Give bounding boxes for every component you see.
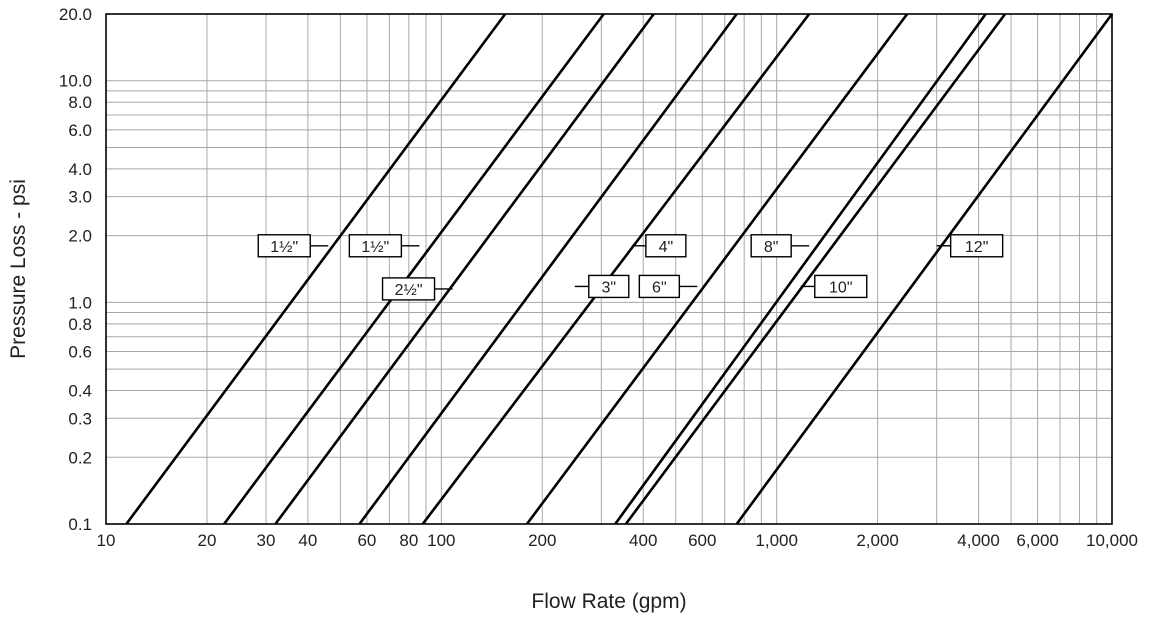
series-lines — [125, 13, 1114, 525]
x-tick-label: 10 — [97, 531, 116, 550]
plot-frame — [105, 13, 1113, 525]
x-tick-label: 10,000 — [1086, 531, 1138, 550]
x-tick-label: 400 — [629, 531, 657, 550]
y-tick-label: 0.3 — [68, 409, 92, 428]
y-tick-label: 4.0 — [68, 160, 92, 179]
x-tick-label: 2,000 — [856, 531, 899, 550]
y-tick-label: 0.8 — [68, 315, 92, 334]
series-line — [525, 13, 909, 525]
label-box — [814, 274, 868, 299]
y-tick-label: 0.2 — [68, 448, 92, 467]
series-line — [614, 13, 987, 525]
y-tick-label: 20.0 — [59, 5, 92, 24]
series-label-text: 2½" — [395, 282, 423, 299]
x-tick-label: 1,000 — [755, 531, 798, 550]
x-tick-label: 100 — [427, 531, 455, 550]
label-box — [381, 277, 436, 301]
series-label: 8" — [750, 234, 810, 258]
series-labels: 1½" 1½" 2½" 3" 4" 6" 8" 10" 12" — [257, 234, 1004, 301]
x-tick-label: 60 — [357, 531, 376, 550]
label-box — [638, 274, 681, 299]
series-label-text: 1½" — [270, 239, 298, 256]
series-label-text: 12" — [965, 239, 988, 256]
y-tick-label: 0.4 — [68, 382, 92, 401]
series-label-text: 6" — [652, 279, 667, 296]
series-label: 4" — [631, 234, 687, 258]
series-label: 1½" — [348, 234, 420, 258]
series-label: 1½" — [257, 234, 329, 258]
series-label-text: 8" — [764, 239, 779, 256]
y-axis-title: Pressure Loss - psi — [7, 179, 30, 359]
series-line — [223, 13, 605, 525]
series-line — [624, 13, 1007, 525]
label-box — [348, 234, 403, 258]
series-label-text: 4" — [659, 239, 674, 256]
y-tick-label: 8.0 — [68, 93, 92, 112]
label-box — [588, 274, 630, 299]
y-tick-label: 10.0 — [59, 72, 92, 91]
series-label-text: 1½" — [361, 239, 389, 256]
x-tick-label: 4,000 — [957, 531, 1000, 550]
label-box — [257, 234, 311, 258]
grid-lines — [105, 13, 1113, 525]
x-tick-label: 40 — [298, 531, 317, 550]
y-tick-label: 0.1 — [68, 515, 92, 534]
y-tick-labels: 0.1 0.2 0.3 0.4 0.6 0.8 1.0 2.0 3.0 4.0 6.0 8.0 10.0… — [59, 5, 92, 534]
series-line — [274, 13, 655, 525]
series-label-text: 10" — [829, 279, 852, 296]
series-label: 12" — [936, 234, 1004, 258]
series-label: 10" — [800, 274, 868, 299]
label-box — [949, 234, 1004, 258]
x-tick-label: 30 — [257, 531, 276, 550]
x-tick-labels: 10 20 30 40 60 80 100 200 400 600 1,000 2,000 4,000 6… — [97, 531, 1138, 550]
series-label: 6" — [638, 274, 698, 299]
series-label: 2½" — [381, 277, 453, 301]
x-tick-label: 600 — [688, 531, 716, 550]
x-tick-label: 200 — [528, 531, 556, 550]
series-line — [735, 13, 1114, 525]
y-tick-label: 2.0 — [68, 227, 92, 246]
x-tick-label: 80 — [399, 531, 418, 550]
y-tick-label: 0.6 — [68, 343, 92, 362]
y-tick-label: 3.0 — [68, 188, 92, 207]
x-tick-label: 20 — [197, 531, 216, 550]
label-box — [750, 234, 792, 258]
y-tick-label: 1.0 — [68, 293, 92, 312]
series-line — [358, 13, 738, 525]
x-tick-label: 6,000 — [1016, 531, 1059, 550]
series-line — [125, 13, 507, 525]
y-tick-label: 6.0 — [68, 121, 92, 140]
label-box — [645, 234, 687, 258]
series-label-text: 3" — [601, 279, 616, 296]
x-axis-title: Flow Rate (gpm) — [531, 590, 686, 613]
series-line — [421, 13, 811, 525]
series-label: 3" — [574, 274, 630, 299]
